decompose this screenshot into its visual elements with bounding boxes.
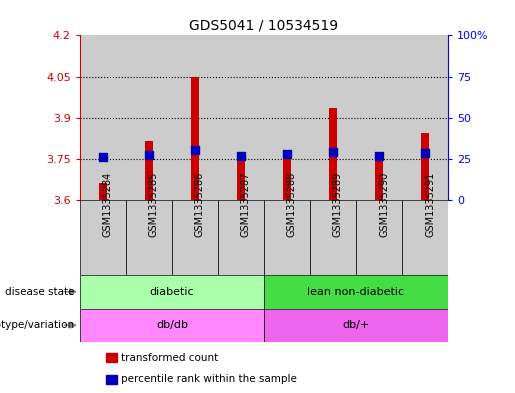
Text: GSM1335286: GSM1335286 [195,171,205,237]
Point [145,152,153,158]
Bar [99,183,107,200]
Text: db/+: db/+ [342,320,370,330]
Bar [172,200,218,275]
Bar [264,200,310,275]
Text: GSM1335284: GSM1335284 [103,171,113,237]
Bar [329,108,337,200]
Text: disease state: disease state [5,287,75,297]
Point [329,149,337,155]
Point [375,152,383,159]
Bar [80,35,126,200]
Point [421,150,429,156]
Bar [80,309,264,342]
Bar [145,141,153,200]
Text: GSM1335287: GSM1335287 [241,171,251,237]
Point [191,147,199,153]
Bar [218,200,264,275]
Text: transformed count: transformed count [121,353,218,363]
Title: GDS5041 / 10534519: GDS5041 / 10534519 [190,19,338,33]
Bar [126,200,172,275]
Text: diabetic: diabetic [149,287,194,297]
Bar [172,35,218,200]
Bar [310,35,356,200]
Bar [237,160,245,200]
Point [283,151,291,157]
Point [237,153,245,159]
Text: genotype/variation: genotype/variation [0,320,75,330]
Text: lean non-diabetic: lean non-diabetic [307,287,405,297]
Bar [191,77,199,200]
Bar [356,35,402,200]
Text: GSM1335290: GSM1335290 [379,171,389,237]
Bar [421,133,429,200]
Bar [402,35,448,200]
Bar [375,156,383,200]
Bar [264,309,448,342]
Bar [264,275,448,309]
Text: GSM1335288: GSM1335288 [287,171,297,237]
Bar [80,200,126,275]
Point [99,154,107,160]
Bar [264,35,310,200]
Text: GSM1335289: GSM1335289 [333,171,343,237]
Text: percentile rank within the sample: percentile rank within the sample [121,374,297,384]
Bar [402,200,448,275]
Bar [283,153,291,200]
Text: GSM1335291: GSM1335291 [425,171,435,237]
Bar [80,275,264,309]
Bar [218,35,264,200]
Text: db/db: db/db [156,320,188,330]
Text: GSM1335285: GSM1335285 [149,171,159,237]
Bar [310,200,356,275]
Bar [356,200,402,275]
Bar [126,35,172,200]
